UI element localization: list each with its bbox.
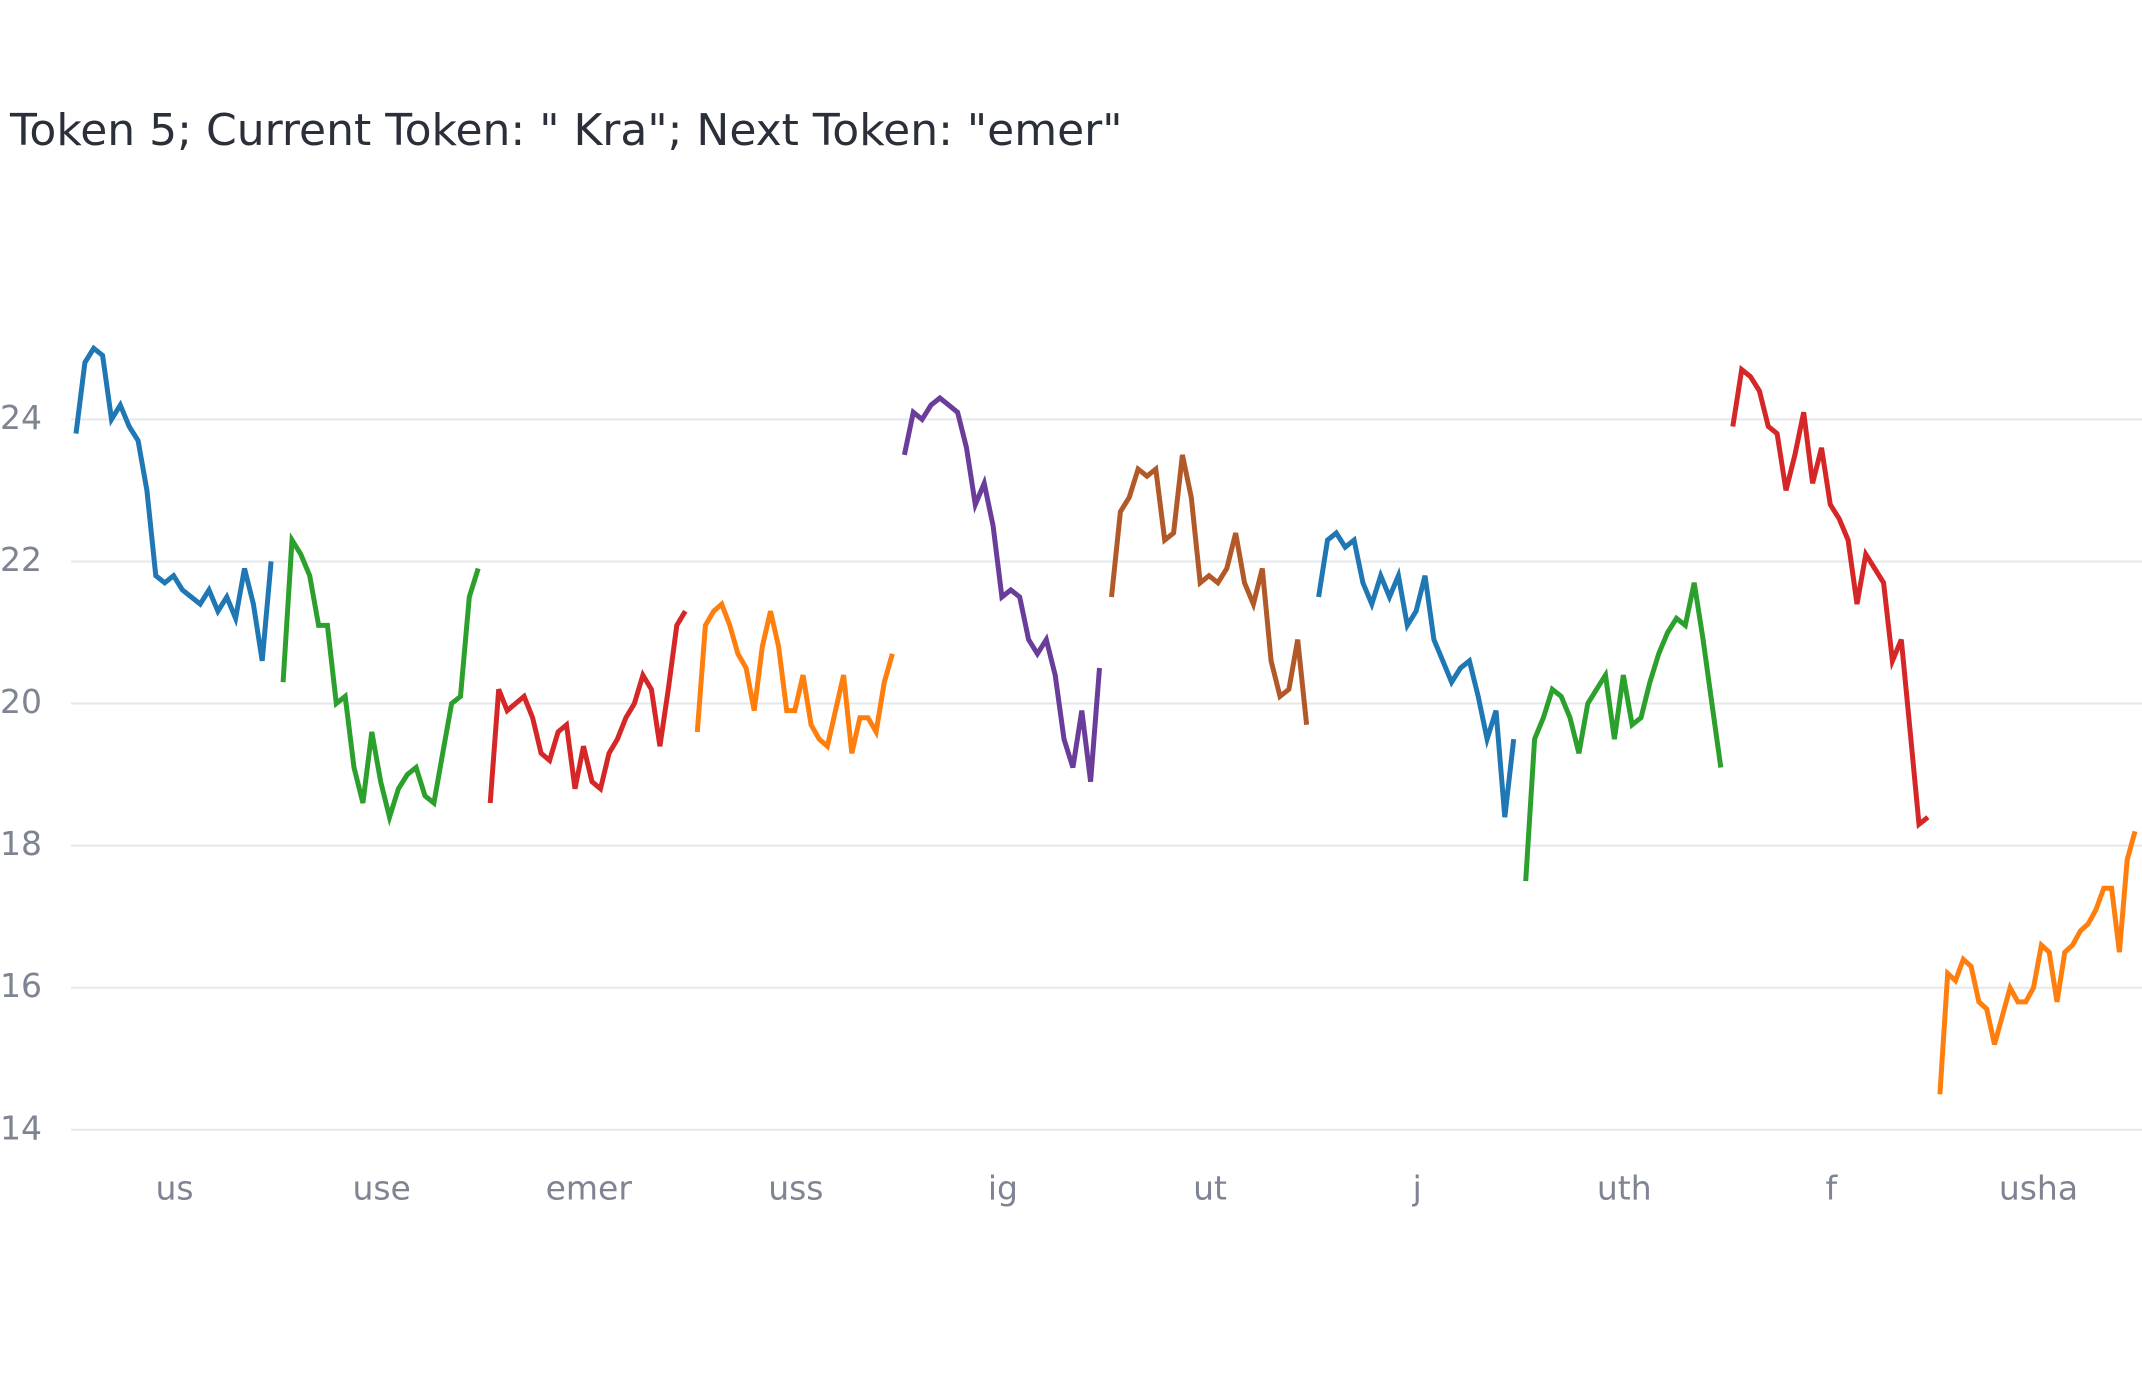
x-tick-label: us (155, 1169, 193, 1208)
y-tick-label: 16 (0, 966, 42, 1005)
x-tick-label: usha (1999, 1169, 2078, 1208)
line-series (1937, 830, 2138, 1095)
line-series (1523, 582, 1724, 882)
y-tick-label: 20 (0, 682, 42, 721)
y-tick-label: 24 (0, 398, 42, 437)
x-tick-label: j (1412, 1169, 1422, 1208)
line-series (487, 609, 688, 804)
x-tick-label: use (352, 1169, 410, 1208)
y-tick-label: 22 (0, 540, 42, 579)
x-tick-label: uth (1597, 1169, 1652, 1208)
line-series (1109, 454, 1310, 726)
chart-title: Token 5; Current Token: " Kra"; Next Tok… (9, 105, 1122, 156)
y-tick-label: 18 (0, 824, 42, 863)
x-tick-label: ut (1193, 1169, 1227, 1208)
x-tick-label: emer (546, 1169, 633, 1208)
x-tick-label: uss (768, 1169, 823, 1208)
line-series (694, 599, 895, 754)
line-series (1316, 529, 1517, 818)
line-series (280, 532, 481, 827)
line-series (901, 394, 1102, 783)
line-series (1730, 364, 1930, 830)
line-series (73, 344, 274, 662)
x-tick-label: ig (988, 1169, 1018, 1208)
x-tick-label: f (1826, 1169, 1839, 1208)
y-tick-label: 14 (0, 1108, 42, 1147)
